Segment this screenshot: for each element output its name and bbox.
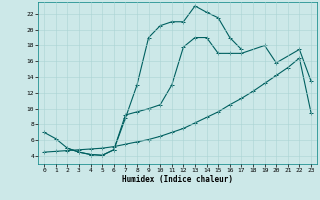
X-axis label: Humidex (Indice chaleur): Humidex (Indice chaleur) (122, 175, 233, 184)
